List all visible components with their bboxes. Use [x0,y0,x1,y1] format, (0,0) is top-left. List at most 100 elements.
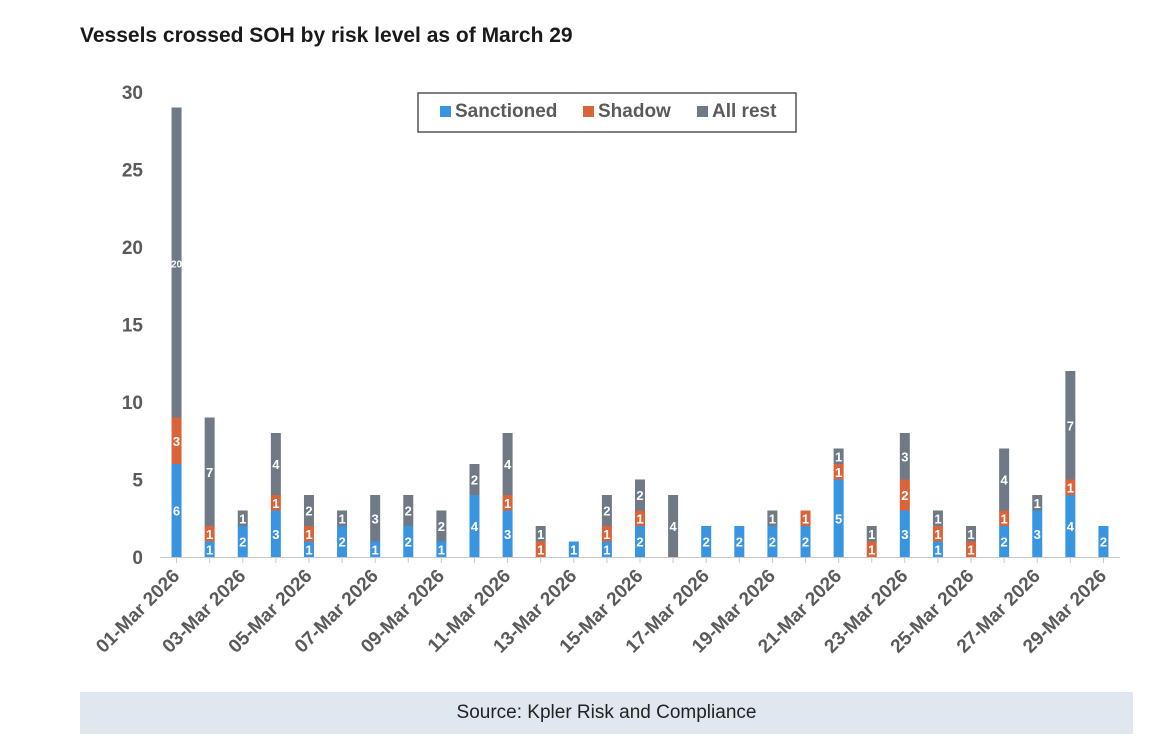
bar-stack: 1 [568,541,579,557]
y-tick-label: 25 [122,161,144,182]
bar-segment-sanctioned [270,510,281,557]
bar-segment-shadow [999,510,1010,526]
bar-stack: 3 1 4 [270,433,281,557]
bar-value-label: 1 [636,511,643,526]
bar-value-label: 2 [636,488,643,503]
bar-stack: 3 1 4 [502,433,513,557]
bar-stack: 42 [469,464,480,557]
bar-segment-sanctioned [171,464,182,557]
legend[interactable]: Sanctioned Shadow All rest [417,92,797,133]
bar-segment-shadow [899,479,910,511]
y-tick-label: 0 [132,548,143,569]
bar-segment-sanctioned [370,541,381,557]
chart-title: Vessels crossed SOH by risk level as of … [80,24,573,47]
bar-value-label: 1 [603,542,610,557]
bar-value-label: 2 [471,473,478,488]
bar-value-label: 2 [901,488,908,503]
bar-value-label: 3 [1034,527,1041,542]
bar-value-label: 1 [504,496,511,511]
bar-stack: 11 [535,526,546,557]
bar-segment-shadow [502,495,513,511]
bar-segment-all_rest [337,510,348,526]
bar-segment-sanctioned [337,526,348,557]
bar-value-label: 2 [603,504,610,519]
bar-value-label: 20 [171,260,183,271]
bar-value-label: 2 [636,535,643,550]
bar-segment-all_rest [866,526,877,542]
bar-value-label: 1 [603,527,610,542]
bar-segment-sanctioned [568,541,579,557]
bar-segment-shadow [204,526,215,542]
bar-segment-all_rest [999,448,1010,511]
bar-segment-sanctioned [1065,495,1076,557]
bar-value-label: 2 [1100,535,1107,550]
bar-segment-sanctioned [999,526,1010,557]
bar-value-label: 7 [1067,418,1074,433]
bar-value-label: 4 [669,519,677,534]
bar-stack: 31 [1032,495,1043,557]
y-tick-label: 20 [122,238,143,259]
bar-stack: 21 [767,510,778,557]
bar-segment-shadow [833,464,844,480]
bar-segment-sanctioned [436,541,447,557]
bar-segment-all_rest [833,448,844,464]
bar-value-label: 4 [1067,519,1075,534]
bar-stack: 11 2 [303,495,314,557]
bar-segment-sanctioned [237,526,248,557]
bar-segment-all_rest [767,510,778,526]
bar-value-label: 1 [835,449,842,464]
bar-value-label: 1 [835,465,842,480]
legend-label-sanctioned: Sanctioned [455,101,557,122]
bar-segment-sanctioned [403,526,414,557]
bar-segment-shadow [800,510,811,526]
bar-stack: 2 [734,526,745,557]
bar-value-label: 2 [1001,535,1008,550]
bar-segment-all_rest [668,495,679,557]
bar-value-label: 3 [272,527,279,542]
bar-segment-all_rest [899,433,910,480]
bar-segment-shadow [535,541,546,557]
y-tick-label: 10 [122,393,143,414]
bar-segment-all_rest [635,479,645,511]
y-tick-label: 5 [132,471,143,492]
bar-value-label: 1 [206,542,213,557]
bar-value-label: 2 [305,504,312,519]
bar-stack: 4 [668,495,679,557]
bar-value-label: 1 [934,542,941,557]
legend-swatch-sanctioned [440,106,451,117]
bar-value-label: 1 [206,527,213,542]
bar-segment-all_rest [204,417,215,526]
bar-segment-sanctioned [1032,510,1043,557]
bar-value-label: 1 [1001,511,1008,526]
bar-segment-all_rest [303,495,314,526]
bar-segment-shadow [635,510,645,526]
bar-stack: 111 [932,510,943,557]
bar-value-label: 2 [438,519,445,534]
bar-stack: 2 1 2 [635,479,645,557]
bar-value-label: 1 [305,527,312,542]
bar-stack: 6 3 20 [171,107,183,557]
legend-label-all_rest: All rest [712,101,777,122]
bar-stack: 11 2 [601,495,612,557]
bar-segment-sanctioned [767,526,778,557]
bar-segment-sanctioned [932,541,943,557]
bar-value-label: 4 [471,519,479,534]
legend-swatch-all_rest [697,106,708,117]
bar-stack: 12 [436,510,447,557]
bar-value-label: 1 [769,511,776,526]
bar-segment-shadow [171,417,182,464]
bar-stack: 21 [237,510,248,557]
bar-value-label: 1 [438,542,445,557]
bar-stack: 2 [701,526,712,557]
bar-stack: 2 [1098,526,1109,557]
bar-segment-shadow [1065,479,1076,495]
bar-segment-sanctioned [204,541,215,557]
bar-segment-sanctioned [800,526,811,557]
bar-segment-shadow [966,541,977,557]
bar-value-label: 1 [868,542,875,557]
bar-value-label: 3 [901,527,908,542]
bar-segment-all_rest [171,107,182,418]
y-tick-label: 30 [122,83,143,104]
bar-stack: 21 [337,510,348,557]
